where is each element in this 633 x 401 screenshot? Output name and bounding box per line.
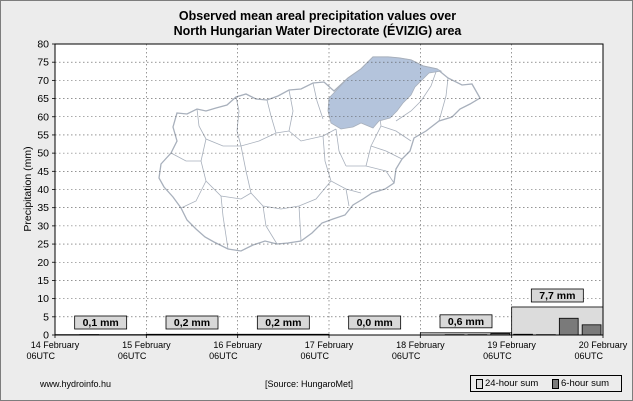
y-tick-label: 60	[37, 111, 49, 123]
value-label: 0,6 mm	[448, 316, 484, 328]
value-label-box	[530, 288, 584, 303]
legend-label-6h: 6-hour sum	[561, 378, 610, 389]
value-label: 0,2 mm	[174, 317, 210, 329]
value-label: 0,0 mm	[357, 317, 393, 329]
source-note: [Source: HungaroMet]	[265, 379, 354, 389]
plot-border	[54, 43, 604, 336]
x-tick-label-date: 17 February	[305, 340, 354, 350]
value-label-box	[74, 315, 128, 330]
hungary-map	[158, 56, 481, 252]
x-tick-label-time: 06UTC	[483, 351, 512, 361]
legend-label-24h: 24-hour sum	[485, 378, 539, 389]
x-tick-label-time: 06UTC	[574, 351, 603, 361]
y-tick-label: 40	[37, 184, 49, 196]
y-tick-label: 25	[37, 239, 49, 251]
y-tick-label: 30	[37, 220, 49, 232]
y-tick-label: 15	[37, 275, 49, 287]
y-tick-label: 50	[37, 148, 49, 160]
value-label: 0,2 mm	[265, 317, 301, 329]
x-tick-label-date: 19 February	[487, 340, 536, 350]
x-tick-label-time: 06UTC	[26, 351, 55, 361]
x-tick-label-time: 06UTC	[209, 351, 238, 361]
chart-title-line1: Observed mean areal precipitation values…	[178, 9, 457, 23]
y-tick-label: 10	[37, 293, 49, 305]
y-tick-label: 5	[43, 311, 49, 323]
hungary-outline	[158, 56, 481, 252]
y-tick-label: 45	[37, 166, 49, 178]
value-label: 0,1 mm	[83, 317, 119, 329]
chart-title-line2: North Hungarian Water Directorate (ÉVIZI…	[173, 24, 462, 38]
y-tick-label: 80	[37, 39, 49, 51]
value-label-box	[165, 315, 219, 330]
x-tick-label-date: 18 February	[396, 340, 445, 350]
y-tick-label: 65	[37, 93, 49, 105]
y-tick-label: 55	[37, 129, 49, 141]
x-tick-label-time: 06UTC	[300, 351, 329, 361]
x-tick-label-date: 20 February	[579, 340, 628, 350]
evizig-area	[327, 56, 443, 130]
x-tick-label-date: 14 February	[31, 340, 80, 350]
site-url: www.hydroinfo.hu	[40, 379, 112, 389]
x-tick-label-time: 06UTC	[392, 351, 421, 361]
value-label-box	[348, 315, 402, 330]
y-tick-label: 70	[37, 75, 49, 87]
y-tick-label: 20	[37, 257, 49, 269]
value-labels: 0,1 mm 0,2 mm 0,2 mm 0,0 mm 0,6 mm 7,7 mm	[74, 288, 584, 330]
value-label-box	[439, 314, 493, 329]
x-tick-label-date: 15 February	[122, 340, 171, 350]
y-axis-ticks: 0 5 10 15 20 25 30 35 40 45 50 55 60 65 70 75 80	[37, 39, 55, 342]
legend-swatch-24h	[476, 379, 483, 389]
y-axis-label: Precipitation (mm)	[22, 146, 34, 231]
bar-6h	[558, 317, 579, 336]
y-tick-label: 75	[37, 57, 49, 69]
value-label-box	[256, 315, 310, 330]
x-tick-label-time: 06UTC	[118, 351, 147, 361]
legend-swatch-6h	[552, 379, 559, 389]
y-tick-label: 35	[37, 202, 49, 214]
legend: 24-hour sum 6-hour sum	[470, 375, 622, 392]
y-tick-label: 0	[43, 330, 49, 342]
value-label: 7,7 mm	[539, 290, 575, 302]
x-tick-label-date: 16 February	[213, 340, 262, 350]
bar-6h	[581, 324, 602, 336]
